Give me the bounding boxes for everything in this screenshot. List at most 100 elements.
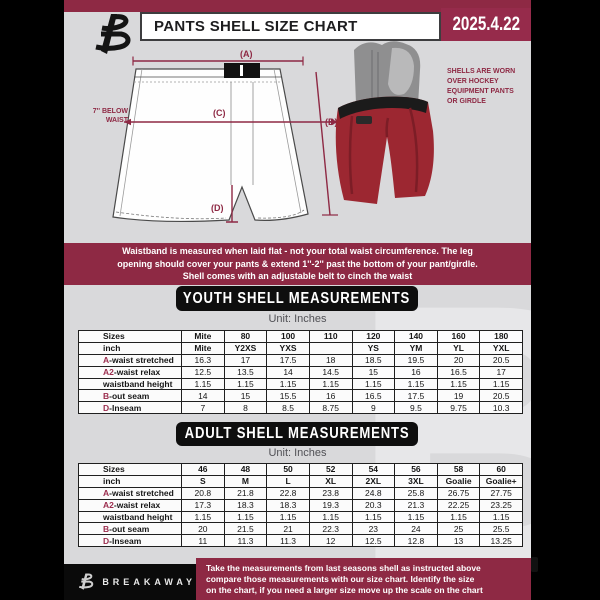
table-cell: 180 — [479, 330, 523, 343]
table-cell: 1.15 — [394, 377, 438, 391]
table-cell: 11.3 — [266, 534, 310, 548]
footer-instructions: Take the measurements from last seasons … — [196, 558, 531, 600]
table-cell: 26.75 — [436, 486, 481, 500]
youth-section-banner: YOUTH SHELL MEASUREMENTS — [176, 286, 418, 311]
adult-measurements-table: Sizes 46 48 50 52 54 56 58 60 inch S M L XL 2XL 3XL Goal… — [78, 463, 523, 548]
table-cell: 20.8 — [181, 486, 225, 500]
table-row: inch S M L XL 2XL 3XL Goalie Goalie+ — [78, 474, 523, 488]
table-cell: 1.15 — [394, 510, 438, 524]
table-cell: 60 — [479, 463, 523, 476]
diagram-label-a: (A) — [240, 49, 253, 59]
table-cell: 50 — [266, 463, 310, 476]
table-cell: Mite — [181, 330, 225, 343]
table-cell: 17.5 — [266, 353, 310, 367]
table-cell: 21.3 — [394, 498, 438, 512]
breakaway-logo-icon — [88, 10, 138, 60]
table-cell: Goalie — [436, 474, 481, 488]
table-cell: 11 — [181, 534, 225, 548]
table-row: B-out seam 20 21.5 21 22.3 23 24 25 25.5 — [78, 522, 523, 536]
table-cell: 23.25 — [479, 498, 523, 512]
page-title: PANTS SHELL SIZE CHART — [140, 12, 441, 41]
waist-note: 7'' BELOW WAIST — [92, 108, 128, 124]
table-cell: 20.3 — [351, 498, 396, 512]
table-cell: 9.75 — [436, 401, 481, 415]
table-cell: 23 — [351, 522, 396, 536]
table-cell: 19.5 — [394, 353, 438, 367]
table-cell: 2XL — [351, 474, 396, 488]
table-cell: 21.8 — [223, 486, 268, 500]
table-cell: 1.15 — [266, 510, 310, 524]
table-cell: 48 — [223, 463, 268, 476]
table-cell: 12.5 — [181, 365, 225, 379]
row-label: D-Inseam — [78, 534, 182, 548]
table-cell: 3XL — [394, 474, 438, 488]
table-cell: 20.5 — [479, 353, 523, 367]
row-label: waistband height — [78, 377, 182, 391]
table-cell: XL — [308, 474, 353, 488]
table-cell: 8.5 — [266, 401, 310, 415]
table-cell: 25 — [436, 522, 481, 536]
table-cell: 20 — [181, 522, 225, 536]
row-label: waistband height — [78, 510, 182, 524]
table-cell: 1.15 — [479, 377, 523, 391]
pants-measurement-diagram — [112, 56, 338, 223]
table-cell: 1.15 — [436, 377, 481, 391]
table-cell: 25.5 — [479, 522, 523, 536]
table-cell: Y2XS — [223, 341, 268, 355]
table-cell: YXL — [479, 341, 523, 355]
table-row: B-out seam 14 15 15.5 16 16.5 17.5 19 20.5 — [78, 389, 523, 403]
table-cell: 16 — [394, 365, 438, 379]
row-label: Sizes — [78, 330, 182, 343]
table-row: A-waist stretched 16.3 17 17.5 18 18.5 19.5 20 2… — [78, 353, 523, 367]
row-label: B-out seam — [78, 522, 182, 536]
table-cell: 21.5 — [223, 522, 268, 536]
youth-measurements-table: Sizes Mite 80 100 110 120 140 160 180 inch Mite Y2X… — [78, 330, 523, 415]
table-cell: 27.75 — [479, 486, 523, 500]
table-cell: 1.15 — [223, 510, 268, 524]
edge-clip — [531, 557, 538, 572]
table-cell: 16.3 — [181, 353, 225, 367]
table-cell: 18.3 — [223, 498, 268, 512]
table-cell: 15.5 — [266, 389, 310, 403]
diagram-label-b: (B) — [325, 117, 338, 127]
date-text: 2025.4.22 — [452, 13, 520, 35]
table-cell: 13 — [436, 534, 481, 548]
table-cell: 19.3 — [308, 498, 353, 512]
table-cell: 14.5 — [308, 365, 353, 379]
row-label: A-waist stretched — [78, 486, 182, 500]
table-cell: 17.3 — [181, 498, 225, 512]
table-cell: 17.5 — [394, 389, 438, 403]
table-cell: 8.75 — [308, 401, 353, 415]
table-cell: 46 — [181, 463, 225, 476]
table-cell: M — [223, 474, 268, 488]
table-cell: 22.25 — [436, 498, 481, 512]
adult-unit-label: Unit: Inches — [268, 447, 327, 459]
table-cell: 110 — [308, 330, 353, 343]
table-cell: 8 — [223, 401, 268, 415]
shell-pants-photo — [335, 41, 434, 204]
table-cell: 140 — [394, 330, 438, 343]
table-row: D-Inseam 11 11.3 11.3 12 12.5 12.8 13 13.25 — [78, 534, 523, 548]
table-cell: 13.5 — [223, 365, 268, 379]
table-cell: Mite — [181, 341, 225, 355]
table-cell: Goalie+ — [479, 474, 523, 488]
row-label: A2-waist relax — [78, 498, 182, 512]
table-row: waistband height 1.15 1.15 1.15 1.15 1.15 1.15… — [78, 510, 523, 524]
table-cell: 58 — [436, 463, 481, 476]
row-label: B-out seam — [78, 389, 182, 403]
table-cell: 9.5 — [394, 401, 438, 415]
date-badge: 2025.4.22 — [441, 8, 531, 41]
table-cell: 20 — [436, 353, 481, 367]
table-row: waistband height 1.15 1.15 1.15 1.15 1.15 1.15… — [78, 377, 523, 391]
table-cell: 16.5 — [436, 365, 481, 379]
table-cell: 12 — [308, 534, 353, 548]
table-cell: 80 — [223, 330, 268, 343]
table-cell: YL — [436, 341, 481, 355]
row-label: Sizes — [78, 463, 182, 476]
table-cell: 160 — [436, 330, 481, 343]
table-cell: 14 — [266, 365, 310, 379]
table-row: A2-waist relax 17.3 18.3 18.3 19.3 20.3 21.3 22… — [78, 498, 523, 512]
row-label: D-Inseam — [78, 401, 182, 415]
table-cell: 25.8 — [394, 486, 438, 500]
table-cell: 13.25 — [479, 534, 523, 548]
